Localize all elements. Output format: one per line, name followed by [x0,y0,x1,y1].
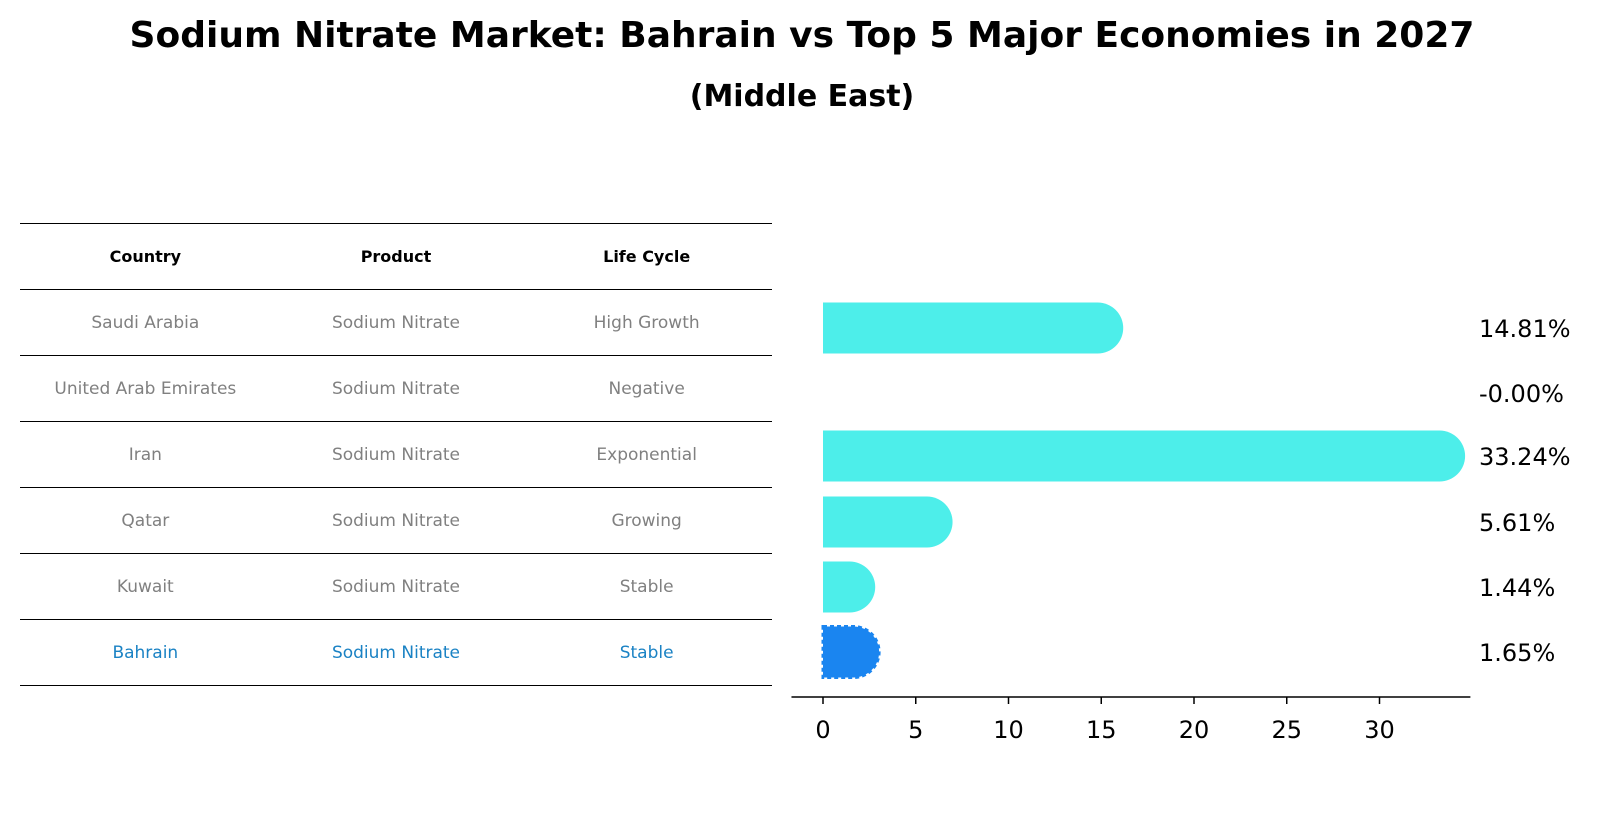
life-cycle-cell: Growing [521,487,772,554]
header-life-cycle: Life Cycle [521,223,772,290]
table-row-highlight: Bahrain Sodium Nitrate Stable [20,619,772,686]
bar [823,561,876,613]
value-label: 14.81% [1479,315,1571,343]
x-tick-label: 5 [908,716,923,744]
chart-subtitle: (Middle East) [689,79,915,114]
table-row: Iran Sodium Nitrate Exponential [20,421,772,488]
bar [823,302,1124,354]
value-label: 5.61% [1479,509,1555,537]
chart-title: Sodium Nitrate Market: Bahrain vs Top 5 … [129,15,1475,56]
table-row: United Arab Emirates Sodium Nitrate Nega… [20,355,772,422]
x-tick-label: 25 [1271,716,1302,744]
product-cell: Sodium Nitrate [270,487,522,554]
table-header-row: Country Product Life Cycle [20,223,772,290]
bar [823,430,1466,482]
x-tick-label: 20 [1179,716,1210,744]
product-cell: Sodium Nitrate [270,289,522,356]
value-label: 33.24% [1479,443,1571,471]
bar [823,496,953,548]
life-cycle-cell: Stable [521,553,772,620]
header-country: Country [20,223,271,290]
value-label: 1.44% [1479,574,1555,602]
country-cell: Saudi Arabia [20,289,271,356]
country-cell: Iran [20,421,271,488]
country-cell: United Arab Emirates [20,355,271,422]
product-cell: Sodium Nitrate [270,619,522,686]
country-cell: Bahrain [20,619,271,686]
table-row: Kuwait Sodium Nitrate Stable [20,553,772,620]
country-cell: Kuwait [20,553,271,620]
life-cycle-cell: Stable [521,619,772,686]
life-cycle-cell: Exponential [521,421,772,488]
x-tick-label: 15 [1086,716,1117,744]
bar-highlight [821,625,881,679]
value-label: -0.00% [1479,380,1564,408]
life-cycle-cell: High Growth [521,289,772,356]
x-tick-label: 0 [815,716,830,744]
product-cell: Sodium Nitrate [270,421,522,488]
market-table: Country Product Life Cycle Saudi Arabia … [20,223,772,686]
country-cell: Qatar [20,487,271,554]
table-row: Saudi Arabia Sodium Nitrate High Growth [20,289,772,356]
value-label: 1.65% [1479,639,1555,667]
life-cycle-cell: Negative [521,355,772,422]
x-tick-label: 30 [1364,716,1395,744]
product-cell: Sodium Nitrate [270,355,522,422]
table-row: Qatar Sodium Nitrate Growing [20,487,772,554]
header-product: Product [270,223,522,290]
x-tick-label: 10 [993,716,1024,744]
